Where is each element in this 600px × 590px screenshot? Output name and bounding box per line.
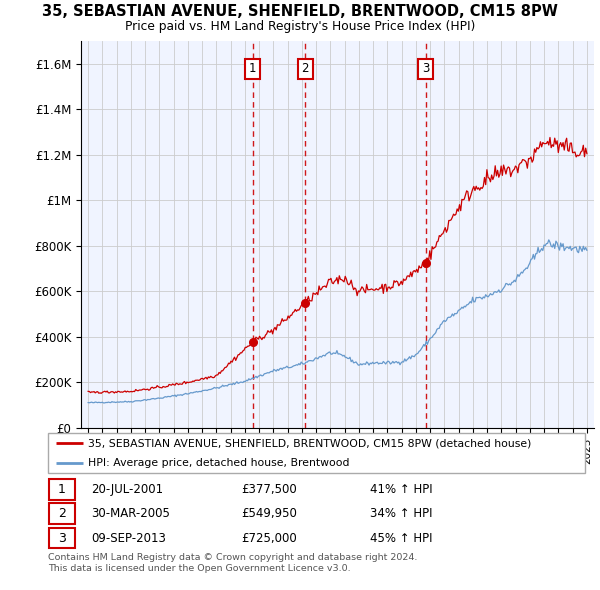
FancyBboxPatch shape <box>49 479 76 500</box>
FancyBboxPatch shape <box>49 527 76 549</box>
Text: 20-JUL-2001: 20-JUL-2001 <box>91 483 163 496</box>
Text: £549,950: £549,950 <box>241 507 297 520</box>
Text: 41% ↑ HPI: 41% ↑ HPI <box>370 483 433 496</box>
Text: Contains HM Land Registry data © Crown copyright and database right 2024.
This d: Contains HM Land Registry data © Crown c… <box>48 553 418 573</box>
Text: HPI: Average price, detached house, Brentwood: HPI: Average price, detached house, Bren… <box>88 458 350 468</box>
Text: £725,000: £725,000 <box>241 532 297 545</box>
Text: 3: 3 <box>58 532 66 545</box>
Text: 2: 2 <box>302 62 309 75</box>
Text: 35, SEBASTIAN AVENUE, SHENFIELD, BRENTWOOD, CM15 8PW (detached house): 35, SEBASTIAN AVENUE, SHENFIELD, BRENTWO… <box>88 438 532 448</box>
Text: 2: 2 <box>58 507 66 520</box>
Text: 30-MAR-2005: 30-MAR-2005 <box>91 507 170 520</box>
Text: 35, SEBASTIAN AVENUE, SHENFIELD, BRENTWOOD, CM15 8PW: 35, SEBASTIAN AVENUE, SHENFIELD, BRENTWO… <box>42 4 558 19</box>
Text: £377,500: £377,500 <box>241 483 297 496</box>
Text: 3: 3 <box>422 62 430 75</box>
Text: 1: 1 <box>249 62 257 75</box>
Text: 1: 1 <box>58 483 66 496</box>
Text: 34% ↑ HPI: 34% ↑ HPI <box>370 507 433 520</box>
Text: Price paid vs. HM Land Registry's House Price Index (HPI): Price paid vs. HM Land Registry's House … <box>125 20 475 33</box>
FancyBboxPatch shape <box>48 433 585 473</box>
Text: 09-SEP-2013: 09-SEP-2013 <box>91 532 166 545</box>
FancyBboxPatch shape <box>49 503 76 524</box>
Text: 45% ↑ HPI: 45% ↑ HPI <box>370 532 433 545</box>
